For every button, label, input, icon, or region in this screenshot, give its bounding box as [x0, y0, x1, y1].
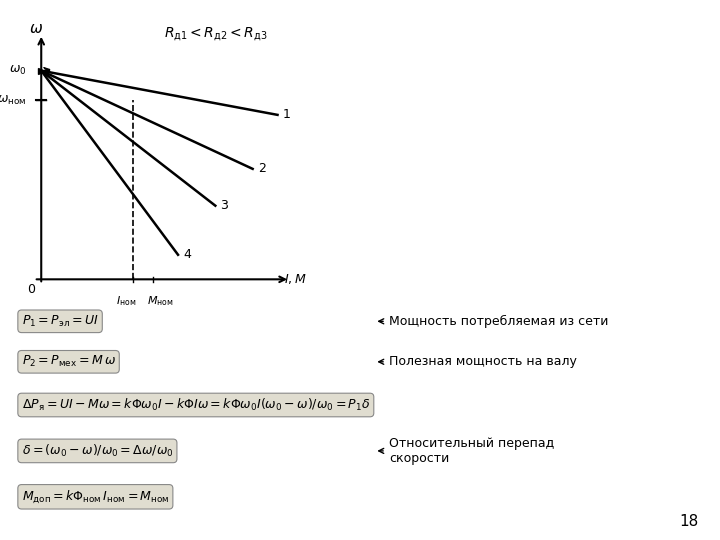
- Text: $M_{\text{ном}}$: $M_{\text{ном}}$: [148, 294, 174, 308]
- Text: 2: 2: [258, 163, 266, 176]
- Text: Полезная мощность на валу: Полезная мощность на валу: [379, 355, 577, 368]
- Text: 18: 18: [679, 514, 698, 529]
- Text: 3: 3: [220, 199, 228, 212]
- Text: 0: 0: [27, 282, 35, 295]
- Text: $\delta = (\omega_0 - \omega)/\omega_0 = \Delta\omega/\omega_0$: $\delta = (\omega_0 - \omega)/\omega_0 =…: [22, 443, 174, 459]
- Text: Относительный перепад
скорости: Относительный перепад скорости: [379, 437, 554, 465]
- Text: $\omega_{\text{ном}}$: $\omega_{\text{ном}}$: [0, 93, 27, 107]
- Text: $R_{\text{д1}} < R_{\text{д2}} < R_{\text{д3}}$: $R_{\text{д1}} < R_{\text{д2}} < R_{\tex…: [163, 25, 267, 43]
- Text: $\omega$: $\omega$: [30, 22, 43, 37]
- Text: $P_1 = P_{\text{эл}} = UI$: $P_1 = P_{\text{эл}} = UI$: [22, 314, 99, 329]
- Text: 1: 1: [282, 109, 290, 122]
- Text: $\Delta P_{\text{я}} = UI - M\omega = k\Phi\omega_0 I - k\Phi I\omega = k\Phi\om: $\Delta P_{\text{я}} = UI - M\omega = k\…: [22, 397, 370, 413]
- Text: Мощность потребляемая из сети: Мощность потребляемая из сети: [379, 315, 608, 328]
- Text: $I_{\text{ном}}$: $I_{\text{ном}}$: [116, 294, 136, 308]
- Text: $P_2 = P_{\text{мех}} = M\,\omega$: $P_2 = P_{\text{мех}} = M\,\omega$: [22, 354, 115, 369]
- Text: 4: 4: [183, 248, 191, 261]
- Text: $I,M$: $I,M$: [284, 272, 306, 286]
- Text: $\omega_0$: $\omega_0$: [9, 64, 27, 77]
- Text: $M_{\text{доп}} = k\Phi_{\text{ном}}\,I_{\text{ном}} = M_{\text{ном}}$: $M_{\text{доп}} = k\Phi_{\text{ном}}\,I_…: [22, 488, 169, 505]
